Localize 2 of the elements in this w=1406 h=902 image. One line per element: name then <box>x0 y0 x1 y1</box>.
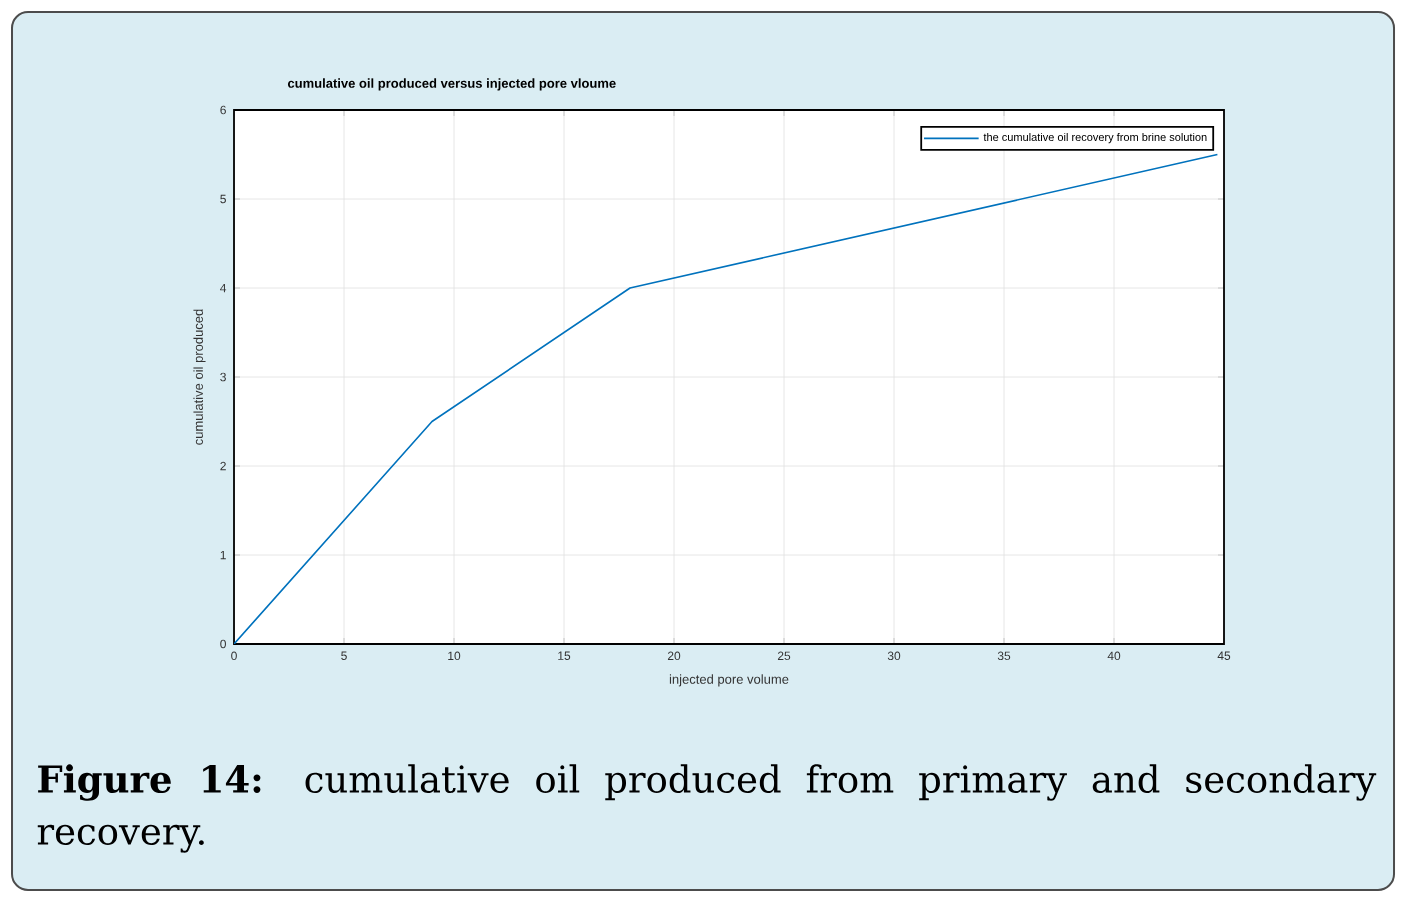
text: Figure 14: cumulative oil produced from primary and secondary recovery. <box>37 764 1377 853</box>
line-series <box>234 153 1219 644</box>
